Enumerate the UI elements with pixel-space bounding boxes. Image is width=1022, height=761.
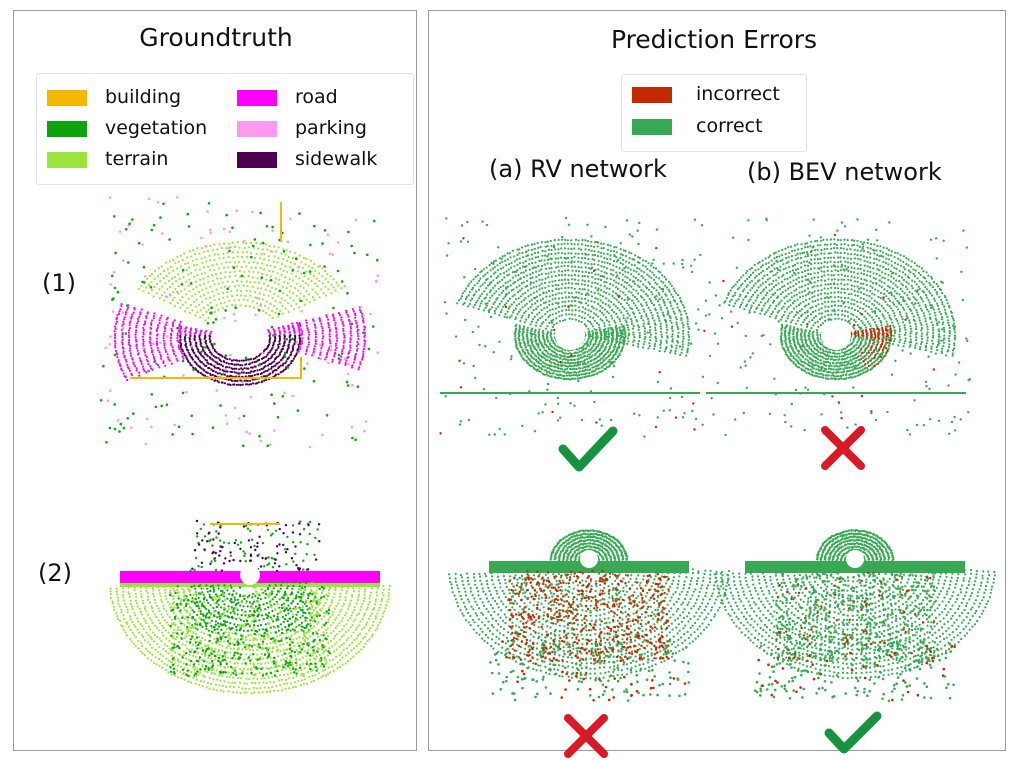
legend-swatch-terrain	[47, 152, 87, 168]
groundtruth-scan-1	[99, 196, 380, 449]
legend-label-vegetation: vegetation	[105, 117, 208, 139]
legend-label-incorrect: incorrect	[696, 83, 780, 105]
cross-icon	[564, 714, 608, 758]
check-icon	[824, 711, 882, 754]
prediction-scan-2-rv	[448, 529, 731, 702]
prediction-errors-title: Prediction Errors	[610, 25, 818, 54]
column-title-rv: (a) RV network	[489, 155, 667, 183]
row-label-1: (1)	[42, 269, 76, 297]
check-icon	[558, 426, 618, 472]
legend-label-building: building	[105, 86, 182, 108]
legend-swatch-incorrect	[632, 87, 672, 103]
legend-swatch-vegetation	[47, 121, 87, 137]
legend-label-road: road	[295, 86, 338, 108]
legend-label-correct: correct	[696, 115, 763, 137]
prediction-errors-panel: Prediction Errors incorrect correct (a) …	[428, 10, 1006, 758]
legend-swatch-road	[237, 90, 277, 106]
prediction-scan-2-bev	[713, 529, 996, 703]
groundtruth-panel: Groundtruth building vegetation terrain …	[13, 10, 417, 751]
row-label-2: (2)	[38, 559, 72, 587]
cross-icon	[821, 426, 865, 470]
groundtruth-title: Groundtruth	[139, 23, 293, 52]
legend-swatch-sidewalk	[237, 152, 277, 168]
prediction-scan-1-rv	[439, 216, 706, 438]
legend-label-sidewalk: sidewalk	[295, 148, 378, 170]
legend-label-parking: parking	[295, 117, 367, 139]
legend-swatch-building	[47, 90, 87, 106]
prediction-legend: incorrect correct	[621, 74, 807, 152]
prediction-scan-1-bev	[701, 217, 972, 438]
legend-swatch-parking	[237, 121, 277, 137]
legend-label-terrain: terrain	[105, 148, 169, 170]
groundtruth-legend: building vegetation terrain road parking…	[36, 73, 414, 185]
groundtruth-scan-2	[109, 519, 391, 695]
legend-swatch-correct	[632, 119, 672, 135]
column-title-bev: (b) BEV network	[747, 158, 942, 186]
